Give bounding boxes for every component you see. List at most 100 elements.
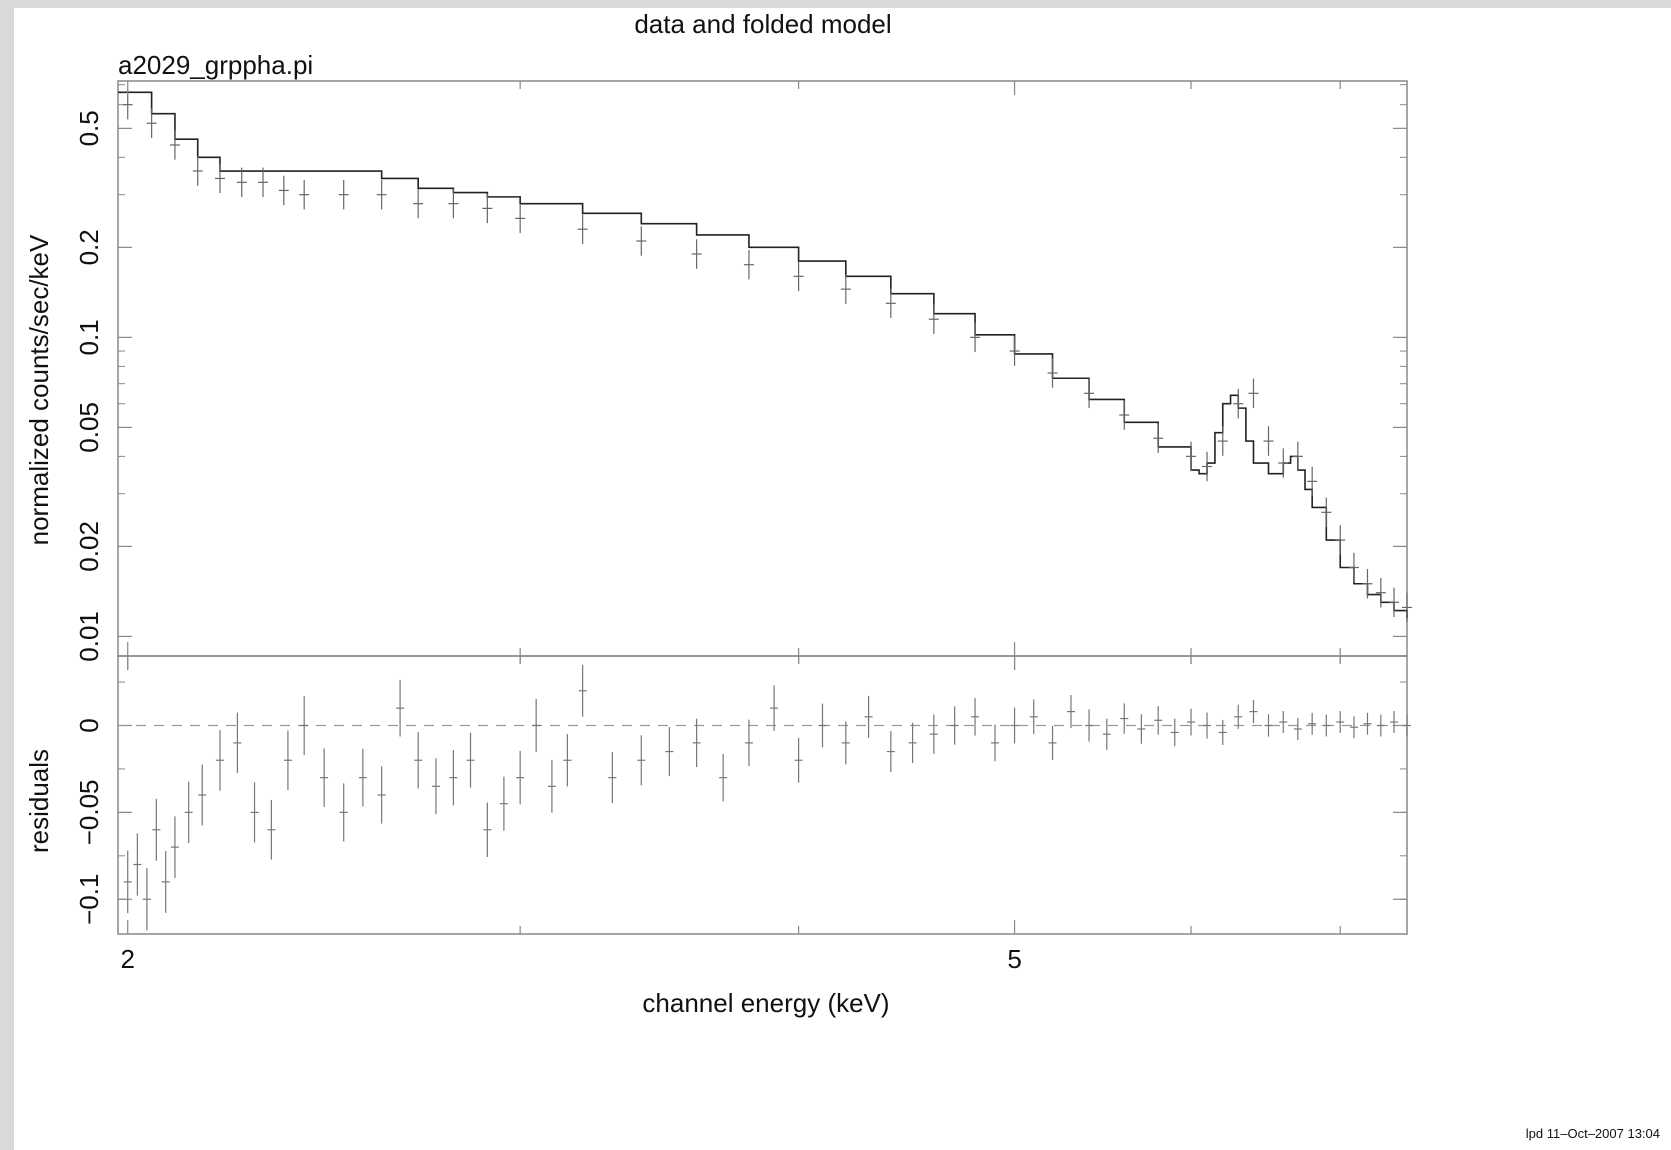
y-tick-label-top: 0.05 [74, 402, 104, 453]
residual-point [563, 734, 572, 787]
data-point [1119, 400, 1130, 430]
data-point [691, 239, 702, 269]
residual-point [665, 726, 674, 777]
residual-point [971, 698, 980, 736]
residual-point [1120, 703, 1129, 734]
data-point [1335, 525, 1346, 555]
data-point [793, 261, 804, 292]
data-point [1321, 497, 1332, 528]
data-point [1084, 378, 1095, 409]
residual-point [123, 850, 132, 914]
data-point [146, 108, 157, 138]
residual-point [499, 776, 508, 831]
data-point [299, 179, 310, 210]
residual-point [466, 732, 475, 788]
xspec-plot: 0.01 0.02 0.05 0.1 0.2 0.5 2 5 0 −0.05 −0.1 data … [24, 9, 1660, 1141]
y-axis-label-bottom: residuals [24, 749, 54, 853]
residual-point [414, 732, 423, 789]
residual-point [719, 753, 728, 802]
residual-point [608, 752, 617, 804]
residual-point [1234, 704, 1243, 729]
data-point [1362, 569, 1373, 599]
residual-point [1363, 712, 1372, 735]
plot-viewport: 0.01 0.02 0.05 0.1 0.2 0.5 2 5 0 −0.05 −0.1 data … [14, 8, 1671, 1150]
data-point [1233, 388, 1244, 419]
residual-point [215, 729, 224, 791]
residual-point [991, 724, 1000, 762]
data-point [1278, 448, 1289, 478]
residual-point [396, 679, 405, 737]
residual-point [1170, 718, 1179, 747]
data-point [338, 179, 349, 210]
y-tick-label-top: 0.1 [74, 319, 104, 355]
residual-point [1218, 719, 1227, 745]
residual-point [929, 714, 938, 754]
data-point [257, 167, 268, 198]
residual-point [1293, 718, 1302, 740]
residual-point [377, 766, 386, 824]
residual-point [184, 781, 193, 844]
residual-point [1085, 709, 1094, 742]
residual-point [841, 721, 850, 765]
residual-point [1264, 714, 1273, 737]
residual-point [483, 802, 492, 858]
residual-point [1010, 707, 1019, 744]
residual-point [1308, 712, 1317, 735]
data-point [192, 156, 203, 186]
residual-point [770, 685, 779, 731]
residuals-panel: 2 5 0 −0.05 −0.1 [74, 81, 1411, 974]
residual-point [358, 748, 367, 807]
residual-point [198, 764, 207, 826]
y-tick-label-top: 0.02 [74, 521, 104, 572]
residual-point [233, 712, 242, 774]
residual-point [449, 749, 458, 806]
data-point [1047, 358, 1058, 388]
data-point [169, 130, 180, 160]
data-point [413, 188, 424, 219]
data-point [636, 226, 647, 256]
residual-point [142, 868, 151, 931]
residual-point [1137, 714, 1146, 744]
residual-point [1048, 725, 1057, 760]
data-point [1186, 441, 1197, 472]
data-point [743, 249, 754, 280]
residual-point [161, 850, 170, 913]
residual-point [283, 730, 292, 790]
data-point [840, 274, 851, 304]
model-line [118, 91, 1408, 619]
residual-point [1029, 699, 1038, 735]
data-point [1263, 426, 1274, 456]
residual-point [886, 731, 895, 773]
x-axis-label: channel energy (keV) [642, 988, 889, 1018]
data-point [1217, 426, 1228, 456]
y-axis-label-top: normalized counts/sec/keV [24, 234, 54, 545]
data-point [1292, 441, 1303, 472]
plot-footer-timestamp: lpd 11–Oct–2007 13:04 [1526, 1126, 1660, 1141]
chart-subtitle: a2029_grppha.pi [118, 50, 313, 80]
data-point [482, 193, 493, 224]
residual-point [547, 759, 556, 813]
plot-frame-bottom [117, 655, 1408, 935]
residual-point [250, 782, 259, 843]
y-tick-label-top: 0.5 [74, 110, 104, 146]
data-point [448, 188, 459, 219]
data-point [1153, 423, 1164, 453]
residual-point [320, 748, 329, 807]
residual-point [1203, 712, 1212, 739]
spectrum-panel: 0.01 0.02 0.05 0.1 0.2 0.5 [74, 80, 1412, 662]
residual-point [1066, 695, 1075, 729]
residual-point [637, 735, 646, 786]
residual-point [339, 783, 348, 842]
chart-title: data and folded model [634, 9, 891, 39]
residual-point [1322, 714, 1331, 737]
residual-point [152, 798, 161, 861]
plot-frame-top [117, 80, 1408, 657]
residual-point [1390, 711, 1399, 733]
data-point [577, 214, 588, 244]
residual-point [1102, 718, 1111, 750]
residual-point [692, 718, 701, 768]
y-tick-label-top: 0.2 [74, 229, 104, 265]
residual-point [1376, 714, 1385, 737]
residual-point [1403, 714, 1411, 737]
residual-point [794, 737, 803, 783]
